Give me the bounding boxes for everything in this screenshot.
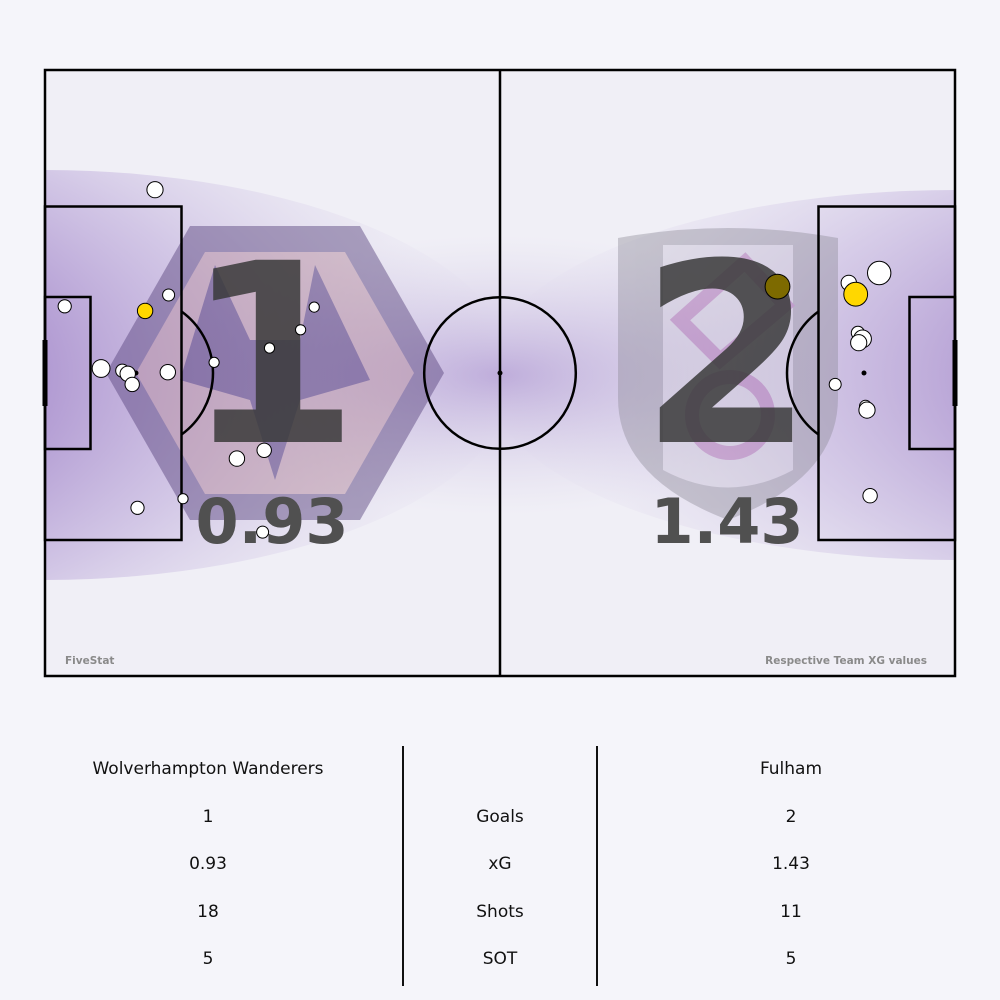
label-header-spacer [350, 740, 650, 788]
home-stats-column: Wolverhampton Wanderers 1 0.93 18 5 [58, 740, 358, 978]
home-penalty-arc [180, 310, 215, 436]
home-shots-value: 18 [197, 901, 219, 922]
away-sot-value: 5 [785, 949, 797, 970]
home-shot-miss-14 [256, 442, 272, 458]
home-shot-miss-7 [124, 376, 140, 393]
home-shot-miss-17 [256, 525, 270, 539]
away-crest-icon [618, 228, 838, 520]
home-shot-miss-16 [130, 500, 145, 515]
away-big-score: 2 [640, 210, 814, 501]
stat-label-column: Goals xG Shots SOT [350, 740, 650, 978]
home-big-xg: 0.93 [196, 485, 349, 558]
away-team-name: Fulham [759, 759, 823, 779]
home-shot-miss-11 [295, 324, 307, 336]
away-shot-miss-10 [862, 488, 878, 504]
xg-label: xG [488, 854, 512, 875]
goals-label: Goals [476, 806, 524, 827]
sot-label: SOT [482, 949, 518, 970]
away-shot-goal-2 [843, 281, 869, 307]
home-shot-miss-4 [91, 359, 111, 378]
home-shot-miss-1 [162, 288, 176, 302]
away-shots-value: 11 [780, 901, 802, 922]
source-label: FiveStat [65, 655, 114, 667]
away-shot-miss-7 [828, 377, 842, 391]
home-sot-value: 5 [202, 949, 214, 970]
away-shot-miss-6 [850, 334, 868, 352]
away-stats-column: Fulham 2 1.43 11 5 [641, 740, 941, 978]
home-big-score: 1 [185, 210, 359, 501]
away-xg-value: 1.43 [772, 854, 810, 875]
home-goals-value: 1 [202, 806, 214, 827]
away-shot-miss-0 [867, 260, 892, 286]
center-circle [422, 295, 578, 451]
away-penalty-spot [861, 370, 867, 376]
home-shot-miss-0 [146, 181, 164, 199]
away-big-xg: 1.43 [651, 485, 804, 558]
away-shot-miss-9 [858, 401, 876, 419]
score-xg-overlay: 10.93 21.43 [185, 210, 814, 558]
stats-table: Wolverhampton Wanderers 1 0.93 18 5 Goal… [0, 740, 1000, 990]
xg-note-label: Respective Team XG values [765, 655, 927, 667]
away-shot-goal-3 [764, 273, 791, 300]
center-spot [497, 370, 503, 376]
home-shot-miss-10 [263, 342, 276, 354]
home-crest-icon [106, 226, 444, 520]
home-shot-miss-15 [177, 493, 189, 505]
home-shot-miss-8 [159, 364, 177, 381]
home-shot-goal-2 [136, 302, 154, 320]
home-shot-miss-3 [57, 299, 72, 314]
home-xg-value: 0.93 [189, 854, 227, 875]
column-divider [402, 746, 404, 986]
shot-map: 10.93 21.43 FiveStat Respective Team XG v… [42, 68, 958, 678]
away-goals-value: 2 [785, 806, 797, 827]
shots-layer [57, 181, 892, 539]
column-divider [596, 746, 598, 986]
home-shot-miss-12 [308, 301, 320, 313]
home-team-name: Wolverhampton Wanderers [92, 759, 324, 779]
shots-label: Shots [476, 901, 524, 922]
home-shot-miss-13 [228, 450, 246, 467]
away-penalty-arc [785, 310, 820, 436]
home-shot-miss-9 [208, 356, 220, 368]
